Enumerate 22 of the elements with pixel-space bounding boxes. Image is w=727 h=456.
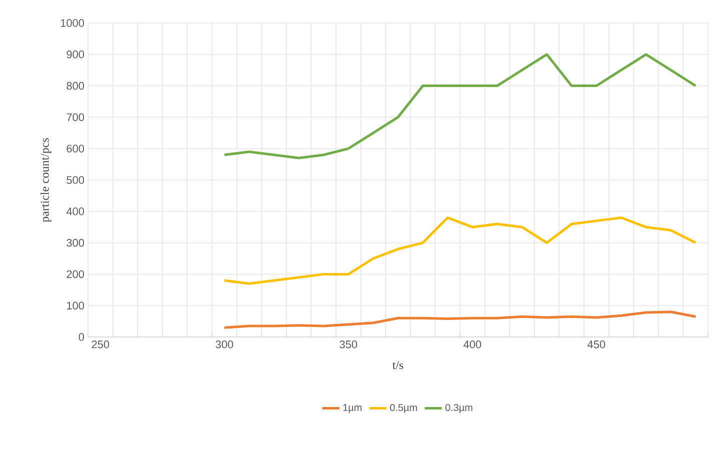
y-tick-label: 400 bbox=[66, 208, 84, 216]
x-tick-label: 300 bbox=[216, 340, 234, 348]
y-tick-label: 900 bbox=[66, 50, 84, 58]
y-tick-label: 500 bbox=[66, 176, 84, 184]
legend-label: 0.5µm bbox=[390, 404, 417, 413]
y-tick-label: 600 bbox=[66, 144, 84, 152]
x-axis-title: t/s bbox=[392, 361, 404, 370]
y-tick-label: 300 bbox=[66, 238, 84, 247]
legend-label: 1µm bbox=[343, 404, 362, 413]
x-tick-label: 350 bbox=[340, 340, 358, 348]
legend-label: 0.3µm bbox=[445, 404, 472, 413]
y-tick-label: 200 bbox=[66, 270, 84, 278]
y-tick-label: 0 bbox=[78, 333, 84, 341]
y-tick-label: 700 bbox=[66, 113, 84, 122]
y-axis-title: particle count/pcs bbox=[40, 138, 52, 222]
x-tick-label: 450 bbox=[588, 340, 606, 348]
x-tick-label: 250 bbox=[92, 340, 110, 348]
y-tick-label: 1000 bbox=[60, 19, 84, 27]
y-tick-label: 800 bbox=[66, 82, 84, 90]
line-series bbox=[223, 216, 697, 285]
x-tick-label: 400 bbox=[464, 340, 482, 348]
y-tick-label: 100 bbox=[67, 302, 84, 310]
